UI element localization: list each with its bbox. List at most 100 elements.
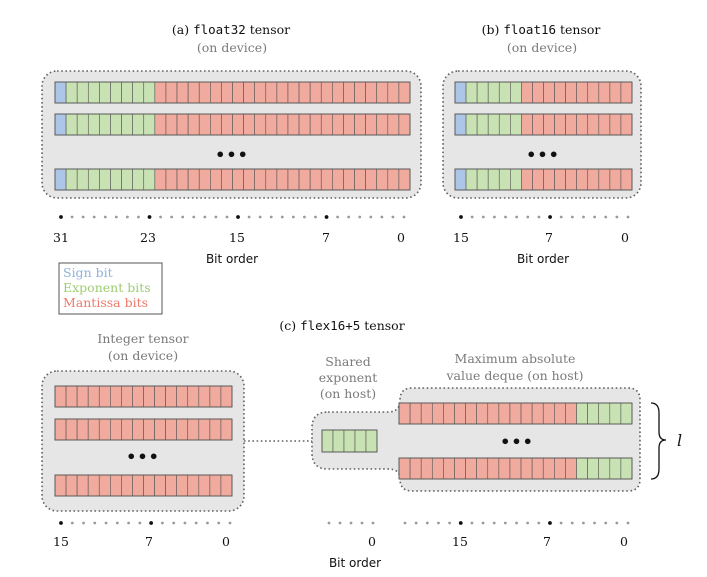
mantissa-bit-cell <box>409 457 422 480</box>
panel-b-tick-0: 0 <box>621 230 629 245</box>
mantissa-bit-cell <box>531 402 544 425</box>
mantissa-bit-cell <box>287 113 300 136</box>
exponent-bit-cell <box>609 457 622 480</box>
mantissa-bit-cell <box>521 113 533 136</box>
mantissa-bit-cell <box>376 168 389 191</box>
mantissa-bit-cell <box>165 385 177 408</box>
mantissa-bit-cell <box>143 474 155 497</box>
panel-a-subcaption: (on device) <box>197 40 267 55</box>
mantissa-bit-cell <box>609 113 622 136</box>
mantissa-bit-cell <box>420 402 433 425</box>
deque-sublabel: value deque (on host) <box>445 368 583 383</box>
mantissa-bit-cell <box>87 418 100 441</box>
panel-b-float16-row <box>454 113 633 136</box>
bit-dot <box>291 215 295 219</box>
panel-c-axis-label: Bit order <box>329 556 381 570</box>
exponent-bit-cell <box>365 429 378 453</box>
shared-exponent-label: Shared <box>325 354 370 369</box>
exponent-bit-cell <box>321 429 334 453</box>
mantissa-bit-cell <box>343 113 355 136</box>
mantissa-bit-cell <box>87 474 100 497</box>
integer-tick-7: 7 <box>145 534 153 549</box>
shared-exponent-sublabel: (on host) <box>320 386 376 401</box>
bit-dot <box>626 215 630 219</box>
exponent-bit-cell <box>587 402 600 425</box>
mantissa-bit-cell <box>454 402 466 425</box>
row-outline <box>321 429 378 453</box>
mantissa-bit-cell <box>165 113 178 136</box>
sign-bit-cell <box>454 113 467 136</box>
mantissa-bit-cell <box>254 113 267 136</box>
bit-dot <box>537 215 541 219</box>
mantissa-bit-cell <box>309 168 322 191</box>
bit-dot <box>582 215 585 219</box>
bit-dot <box>103 215 107 219</box>
bit-dot <box>448 521 451 525</box>
exponent-bit-cell <box>465 113 478 136</box>
mantissa-bit-cell <box>132 418 144 441</box>
row-outline <box>454 168 633 191</box>
mantissa-bit-cell <box>598 168 611 191</box>
mantissa-bit-cell <box>521 81 533 104</box>
bit-dot <box>269 215 273 219</box>
mantissa-bit-cell <box>354 81 366 104</box>
mantissa-bit-cell <box>554 113 566 136</box>
exponent-bit-cell <box>143 81 156 104</box>
exponent-bit-cell <box>143 168 156 191</box>
exponent-bit-cell <box>620 402 633 425</box>
mantissa-bit-cell <box>620 168 633 191</box>
mantissa-bit-cell <box>265 81 278 104</box>
panel-b-tick-7: 7 <box>545 230 553 245</box>
mantissa-bit-cell <box>398 402 411 425</box>
bit-dot <box>228 521 232 525</box>
sign-bit-cell <box>454 81 467 104</box>
exponent-bit-cell <box>99 81 111 104</box>
mantissa-bit-cell <box>198 385 211 408</box>
mantissa-bit-cell <box>387 113 400 136</box>
mantissa-bit-cell <box>520 457 533 480</box>
legend-exponent-label: Exponent bits <box>63 280 151 295</box>
mantissa-bit-cell <box>487 402 500 425</box>
mantissa-bit-cell <box>509 402 522 425</box>
bit-dot <box>402 215 406 219</box>
panel-b-tick-15: 15 <box>453 230 469 245</box>
mantissa-bit-cell <box>220 385 233 408</box>
row-outline <box>54 385 233 408</box>
bit-dot <box>214 215 218 219</box>
exponent-bit-cell <box>476 81 489 104</box>
exponent-bit-cell <box>87 113 100 136</box>
panel-b-float16-row <box>454 168 633 191</box>
exponent-bit-cell <box>510 113 522 136</box>
mantissa-bit-cell <box>609 81 622 104</box>
mantissa-bit-cell <box>332 81 344 104</box>
mantissa-bit-cell <box>154 81 167 104</box>
sign-bit-cell <box>454 168 467 191</box>
bit-dot <box>604 521 608 525</box>
mantissa-bit-cell <box>532 81 544 104</box>
mantissa-bit-cell <box>320 168 333 191</box>
exponent-bit-cell <box>476 168 489 191</box>
mantissa-bit-cell <box>210 81 222 104</box>
bit-dot <box>93 521 97 525</box>
bit-dot <box>327 521 331 525</box>
bit-dot-major <box>548 521 552 525</box>
mantissa-bit-cell <box>309 113 322 136</box>
mantissa-bit-cell <box>576 81 589 104</box>
mantissa-bit-cell <box>554 168 566 191</box>
panel-a-axis-label: Bit order <box>206 252 258 266</box>
panel-b-float16-row <box>454 81 633 104</box>
bit-dot <box>559 521 563 525</box>
row-outline <box>54 418 233 441</box>
panel-c: (c) flex16+5 tensor Integer tensor (on d… <box>41 318 682 570</box>
exponent-bit-cell <box>143 113 156 136</box>
mantissa-bit-cell <box>210 113 222 136</box>
panel-b-ellipsis: ••• <box>526 145 560 164</box>
mantissa-bit-cell <box>376 113 389 136</box>
panel-c-caption: (c) flex16+5 tensor <box>279 318 404 333</box>
bit-dot <box>127 521 130 525</box>
mantissa-bit-cell <box>254 168 267 191</box>
mantissa-bit-cell <box>465 457 477 480</box>
bit-dot <box>437 521 440 525</box>
mantissa-bit-cell <box>354 113 366 136</box>
